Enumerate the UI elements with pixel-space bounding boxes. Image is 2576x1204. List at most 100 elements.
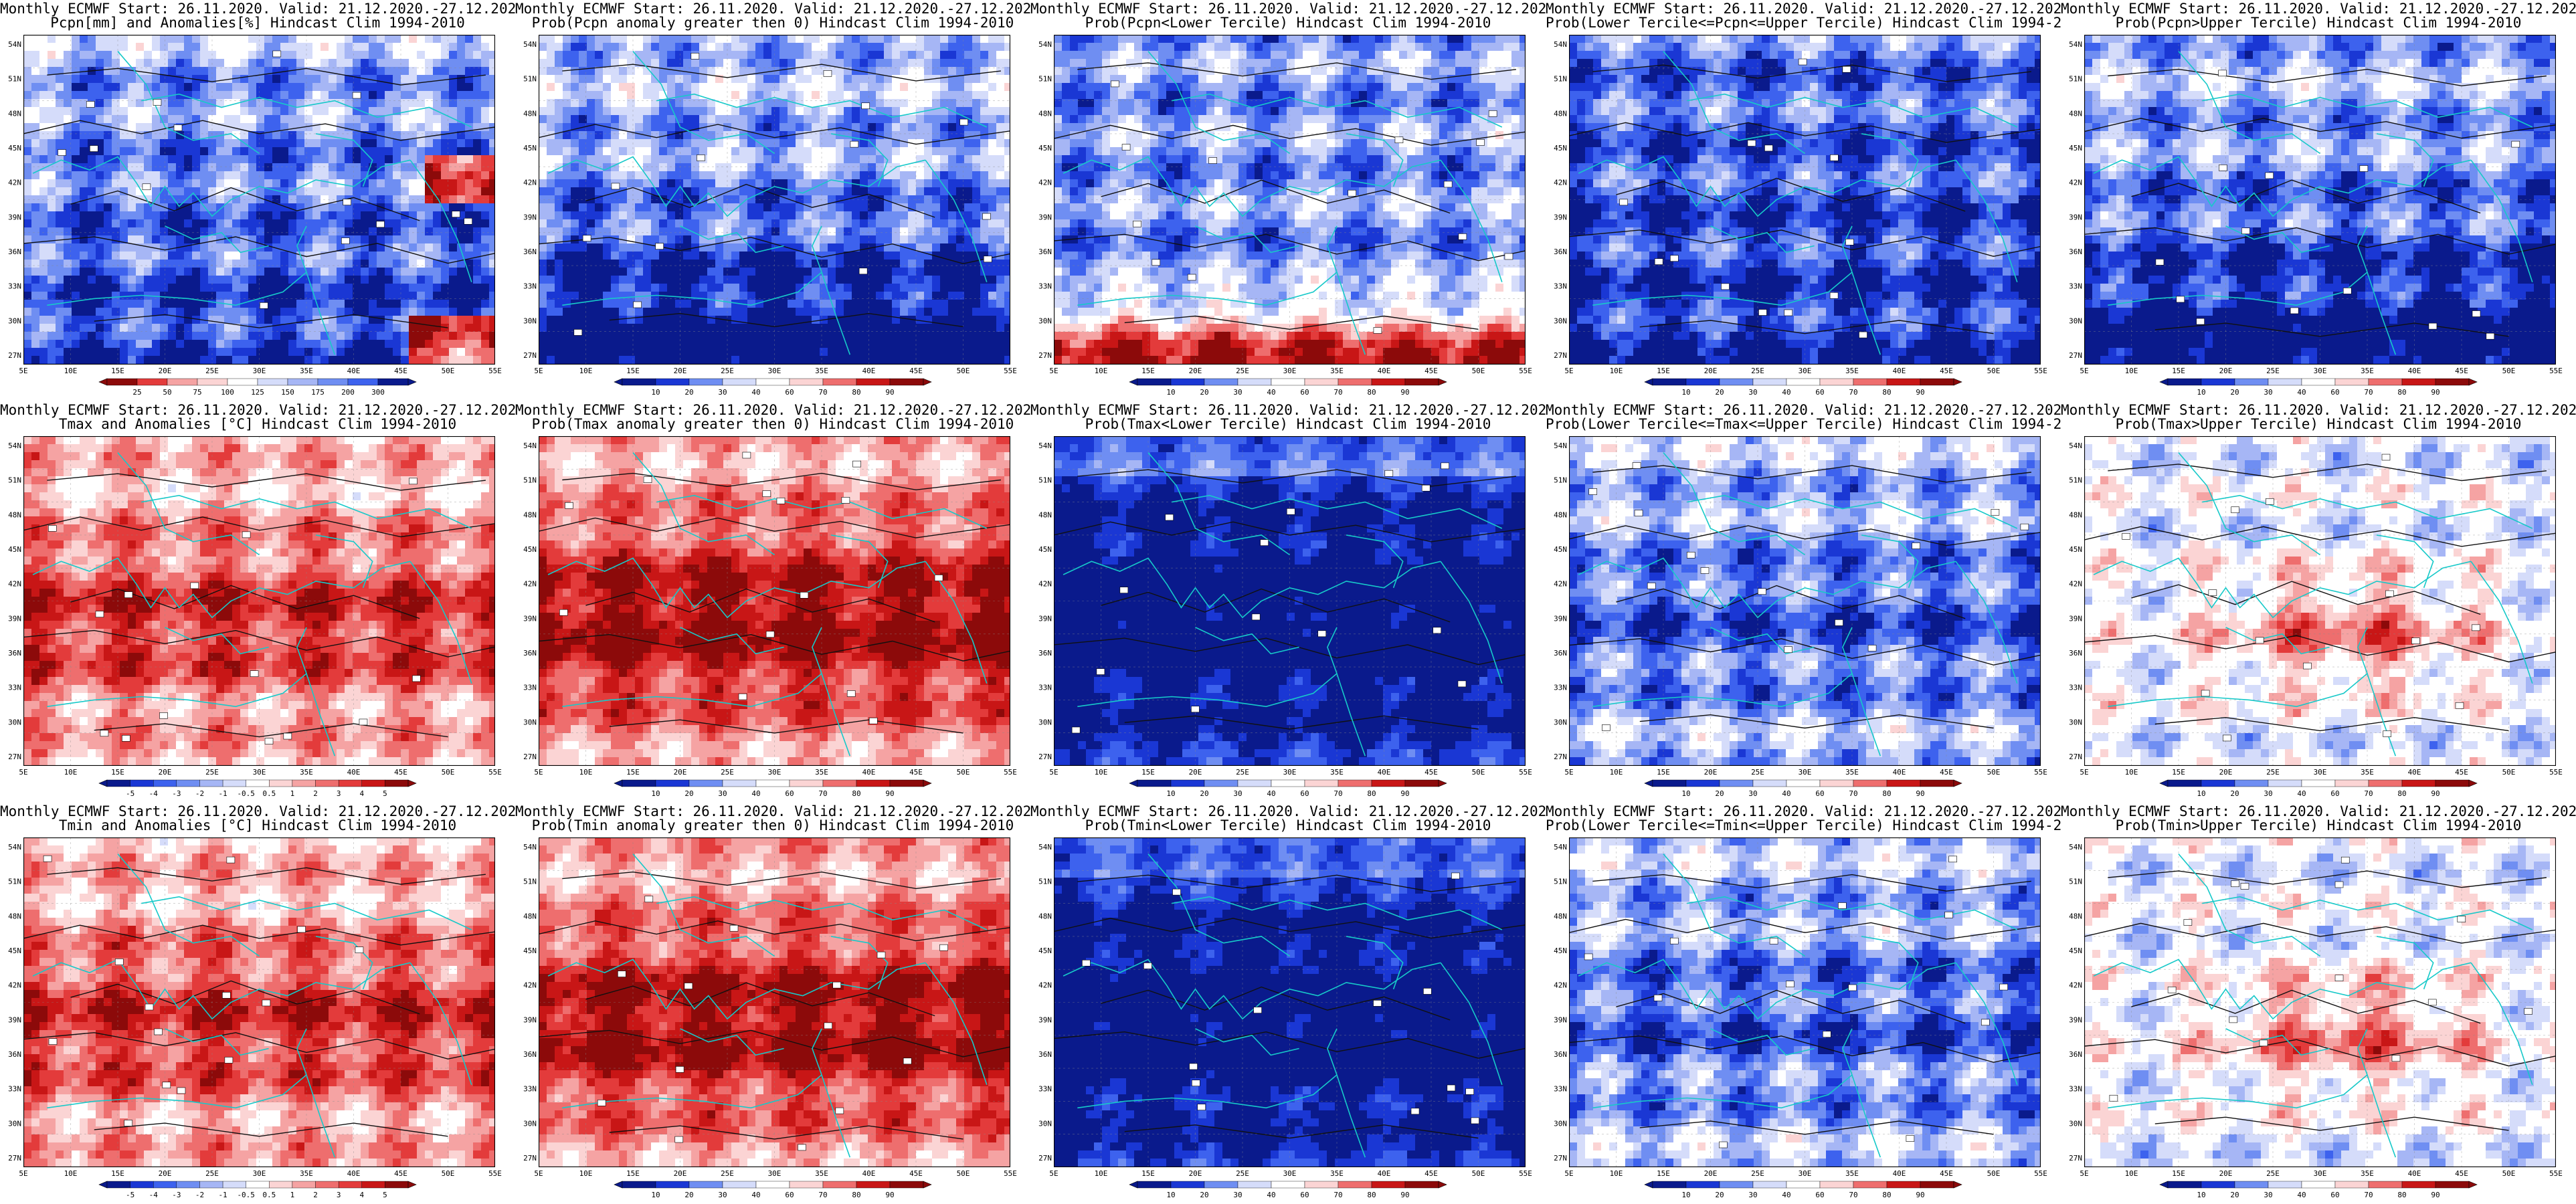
colorbar-tick-label: 60 xyxy=(1815,789,1824,798)
contour-line xyxy=(70,585,420,619)
station-marker xyxy=(1441,462,1449,470)
lon-tick-label: 45E xyxy=(1940,768,1953,777)
colorbar-tick-label: 90 xyxy=(2431,1191,2440,1199)
colorbar-swatch xyxy=(1819,779,1854,787)
station-marker xyxy=(124,591,133,598)
lon-tick-label: 55E xyxy=(488,768,502,777)
colorbar-swatch xyxy=(1786,779,1821,787)
lon-tick-label: 55E xyxy=(488,1169,502,1178)
colorbar-swatch xyxy=(385,779,409,787)
lat-tick-label: 36N xyxy=(2069,649,2082,658)
contour-line xyxy=(2154,322,2509,337)
lon-tick-label: 5E xyxy=(19,367,27,375)
lat-tick-label: 27N xyxy=(523,752,537,761)
coastline xyxy=(1578,557,1956,619)
lon-tick-label: 40E xyxy=(347,768,361,777)
latitude-axis: 54N 51N 48N 45N 42N 39N 36N 33N 30N 27N xyxy=(1554,40,1567,360)
coastline xyxy=(32,156,411,217)
colorbar-tick-label: 20 xyxy=(1715,789,1724,798)
lat-tick-label: 27N xyxy=(523,1154,537,1163)
station-marker xyxy=(762,490,771,497)
lon-tick-label: 15E xyxy=(1657,1169,1670,1178)
station-marker xyxy=(2219,165,2227,171)
contour-line xyxy=(585,588,935,623)
station-marker xyxy=(1719,1141,1728,1148)
station-marker xyxy=(655,243,664,249)
coastline xyxy=(925,561,988,684)
station-marker xyxy=(1133,220,1141,227)
map-panel-tmin-prob-middle: Monthly ECMWF Start: 26.11.2020. Valid: … xyxy=(1546,803,2061,1204)
station-marker xyxy=(1394,136,1404,144)
station-marker xyxy=(224,1057,234,1064)
colorbar-tick-label: 30 xyxy=(718,1191,727,1199)
lat-tick-label: 30N xyxy=(2069,316,2082,325)
colorbar-tick-label: 70 xyxy=(2364,388,2373,397)
coastline xyxy=(2470,962,2533,1086)
colorbar-swatch xyxy=(1371,779,1406,787)
station-marker xyxy=(852,460,861,468)
colorbar: 25 50 75 100 125 150 175 200 300 xyxy=(98,378,417,397)
colorbar-tick-label: 60 xyxy=(1815,1191,1824,1199)
station-marker xyxy=(1251,613,1261,621)
contour-line xyxy=(1592,465,2031,483)
station-marker xyxy=(618,971,626,977)
coastline xyxy=(2225,225,2330,254)
coastline xyxy=(656,896,988,930)
contour-line xyxy=(585,982,935,1017)
station-marker xyxy=(145,1003,154,1011)
colorbar-swatch xyxy=(755,378,790,386)
colorbar-swatch xyxy=(1786,1181,1821,1189)
station-marker xyxy=(1192,1080,1200,1087)
coastline xyxy=(1687,494,2018,529)
lon-tick-label: 30E xyxy=(768,768,781,777)
lon-tick-label: 30E xyxy=(1283,367,1297,375)
lon-tick-label: 15E xyxy=(1141,768,1155,777)
colorbar-tick-label: 30 xyxy=(2264,789,2272,798)
station-marker xyxy=(2472,310,2481,317)
colorbar-tick-label: 80 xyxy=(852,388,860,397)
lat-tick-label: 27N xyxy=(1554,351,1567,360)
station-marker xyxy=(2241,227,2250,235)
coastline xyxy=(2108,1028,2368,1109)
station-marker xyxy=(124,1120,133,1126)
longitude-axis: 5E 10E 15E 20E 25E 30E 35E 40E 45E 50E 55E xyxy=(19,768,502,777)
colorbar-tick-label: 90 xyxy=(885,388,894,397)
coastline xyxy=(830,133,889,187)
colorbar: 10 20 30 40 60 70 80 90 xyxy=(2159,1181,2478,1199)
lon-tick-label: 50E xyxy=(1987,367,2001,375)
coastline xyxy=(2470,561,2533,684)
colorbar-tick-label: 70 xyxy=(2364,789,2373,798)
coastline xyxy=(1440,561,1503,684)
lon-tick-label: 20E xyxy=(1189,768,1202,777)
lat-tick-label: 36N xyxy=(2069,1050,2082,1059)
colorbar-tick-label: 90 xyxy=(1400,388,1409,397)
coastline xyxy=(141,93,472,128)
station-marker xyxy=(1632,462,1641,469)
lat-tick-label: 33N xyxy=(2069,1085,2082,1094)
lon-tick-label: 20E xyxy=(1189,1169,1202,1178)
colorbar-tick-label: 70 xyxy=(1333,1191,1342,1199)
map-field xyxy=(23,436,495,766)
colorbar-swatch xyxy=(317,378,349,386)
coastline xyxy=(306,272,336,355)
coastline xyxy=(2367,673,2397,757)
colorbar-swatch xyxy=(2334,779,2369,787)
colorbar-swatch xyxy=(361,1181,385,1189)
colorbar-swatch xyxy=(1652,378,1687,386)
coastline xyxy=(1336,1074,1366,1158)
station-marker xyxy=(2231,506,2239,514)
lon-tick-label: 55E xyxy=(2549,367,2563,375)
colorbar-swatch xyxy=(1338,1181,1372,1189)
contour-line xyxy=(1054,637,1526,666)
contour-line xyxy=(1592,874,2031,892)
station-marker xyxy=(2259,1039,2268,1047)
station-marker xyxy=(2020,523,2029,530)
colorbar-tick-label: 1 xyxy=(290,1191,295,1199)
station-marker xyxy=(1747,140,1756,146)
colorbar-tick-label: 20 xyxy=(1715,1191,1724,1199)
lat-tick-label: 33N xyxy=(2069,684,2082,692)
latitude-axis: 54N 51N 48N 45N 42N 39N 36N 33N 30N 27N xyxy=(523,843,537,1163)
colorbar-swatch xyxy=(1920,1181,1954,1189)
lat-tick-label: 42N xyxy=(1554,580,1567,589)
lon-tick-label: 45E xyxy=(909,768,923,777)
